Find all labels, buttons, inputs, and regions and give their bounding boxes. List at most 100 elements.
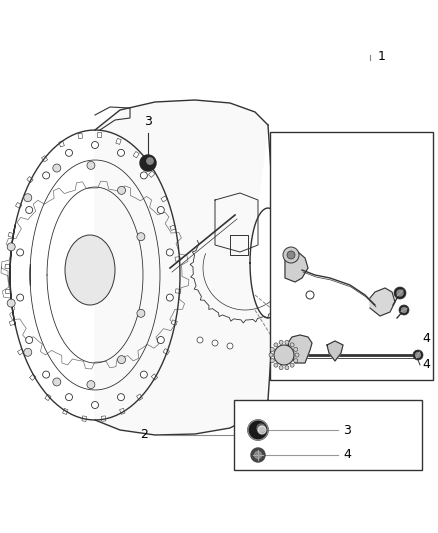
Bar: [163, 349, 170, 354]
Circle shape: [166, 249, 173, 256]
Polygon shape: [327, 341, 343, 361]
Bar: [27, 176, 33, 183]
Circle shape: [17, 294, 24, 301]
Bar: [101, 416, 106, 421]
Ellipse shape: [65, 235, 115, 305]
Circle shape: [53, 378, 61, 386]
Polygon shape: [95, 100, 286, 435]
Circle shape: [17, 249, 24, 256]
Circle shape: [92, 401, 99, 408]
Circle shape: [274, 343, 278, 347]
Bar: [270, 132, 433, 380]
Circle shape: [270, 359, 274, 362]
Circle shape: [137, 233, 145, 241]
Circle shape: [7, 243, 15, 251]
Circle shape: [413, 350, 423, 360]
Circle shape: [137, 309, 145, 317]
Text: 3: 3: [144, 115, 152, 128]
Text: 4: 4: [343, 448, 351, 462]
Circle shape: [42, 371, 49, 378]
Circle shape: [92, 141, 99, 149]
Circle shape: [66, 394, 73, 401]
Bar: [137, 394, 143, 400]
Circle shape: [283, 247, 299, 263]
Bar: [30, 374, 36, 381]
Circle shape: [402, 308, 406, 312]
Circle shape: [166, 294, 173, 301]
Circle shape: [274, 345, 294, 365]
Circle shape: [26, 336, 33, 343]
Bar: [148, 171, 155, 177]
Circle shape: [270, 348, 274, 351]
Circle shape: [42, 172, 49, 179]
Bar: [5, 289, 11, 294]
Circle shape: [295, 353, 299, 357]
Bar: [63, 408, 68, 415]
Text: 4: 4: [422, 332, 430, 344]
Bar: [171, 320, 177, 325]
Bar: [8, 232, 14, 238]
Circle shape: [290, 343, 294, 347]
Bar: [42, 156, 48, 162]
Circle shape: [394, 287, 406, 299]
Circle shape: [258, 426, 266, 434]
Circle shape: [140, 371, 147, 378]
Circle shape: [279, 341, 283, 344]
Circle shape: [87, 381, 95, 389]
Circle shape: [157, 336, 164, 343]
Circle shape: [254, 451, 261, 458]
Bar: [78, 133, 83, 139]
Bar: [45, 394, 51, 401]
Circle shape: [117, 394, 124, 401]
Circle shape: [157, 206, 164, 214]
Circle shape: [285, 366, 289, 370]
Polygon shape: [370, 288, 395, 316]
Polygon shape: [285, 252, 308, 282]
Circle shape: [147, 158, 153, 164]
Circle shape: [26, 206, 33, 214]
Bar: [97, 132, 102, 138]
Circle shape: [257, 424, 265, 432]
Circle shape: [140, 172, 147, 179]
Circle shape: [140, 155, 156, 171]
Bar: [170, 225, 176, 230]
Circle shape: [269, 353, 273, 357]
Circle shape: [416, 352, 420, 358]
Circle shape: [279, 366, 283, 370]
Circle shape: [274, 363, 278, 367]
Bar: [175, 257, 180, 261]
Text: 3: 3: [343, 424, 351, 437]
Circle shape: [290, 363, 294, 367]
Polygon shape: [288, 335, 312, 363]
Circle shape: [24, 348, 32, 356]
Text: 1: 1: [378, 51, 386, 63]
Circle shape: [397, 290, 403, 296]
Circle shape: [227, 343, 233, 349]
Circle shape: [294, 348, 298, 351]
Circle shape: [306, 291, 314, 299]
Bar: [15, 203, 22, 208]
Text: 4: 4: [422, 359, 430, 372]
Circle shape: [117, 356, 126, 364]
Bar: [5, 264, 11, 269]
Bar: [133, 151, 139, 158]
Circle shape: [294, 359, 298, 362]
Bar: [82, 416, 87, 422]
Circle shape: [117, 187, 126, 195]
Circle shape: [287, 251, 295, 259]
Bar: [18, 349, 24, 355]
Circle shape: [285, 341, 289, 344]
Circle shape: [248, 420, 268, 440]
Circle shape: [399, 305, 409, 315]
Circle shape: [7, 299, 15, 307]
Circle shape: [66, 149, 73, 156]
Circle shape: [87, 161, 95, 169]
Text: 2: 2: [140, 429, 148, 441]
Circle shape: [212, 340, 218, 346]
Bar: [176, 289, 181, 293]
Circle shape: [117, 149, 124, 156]
Bar: [116, 139, 121, 144]
Bar: [151, 374, 158, 380]
Bar: [9, 320, 15, 326]
Bar: [59, 141, 64, 147]
